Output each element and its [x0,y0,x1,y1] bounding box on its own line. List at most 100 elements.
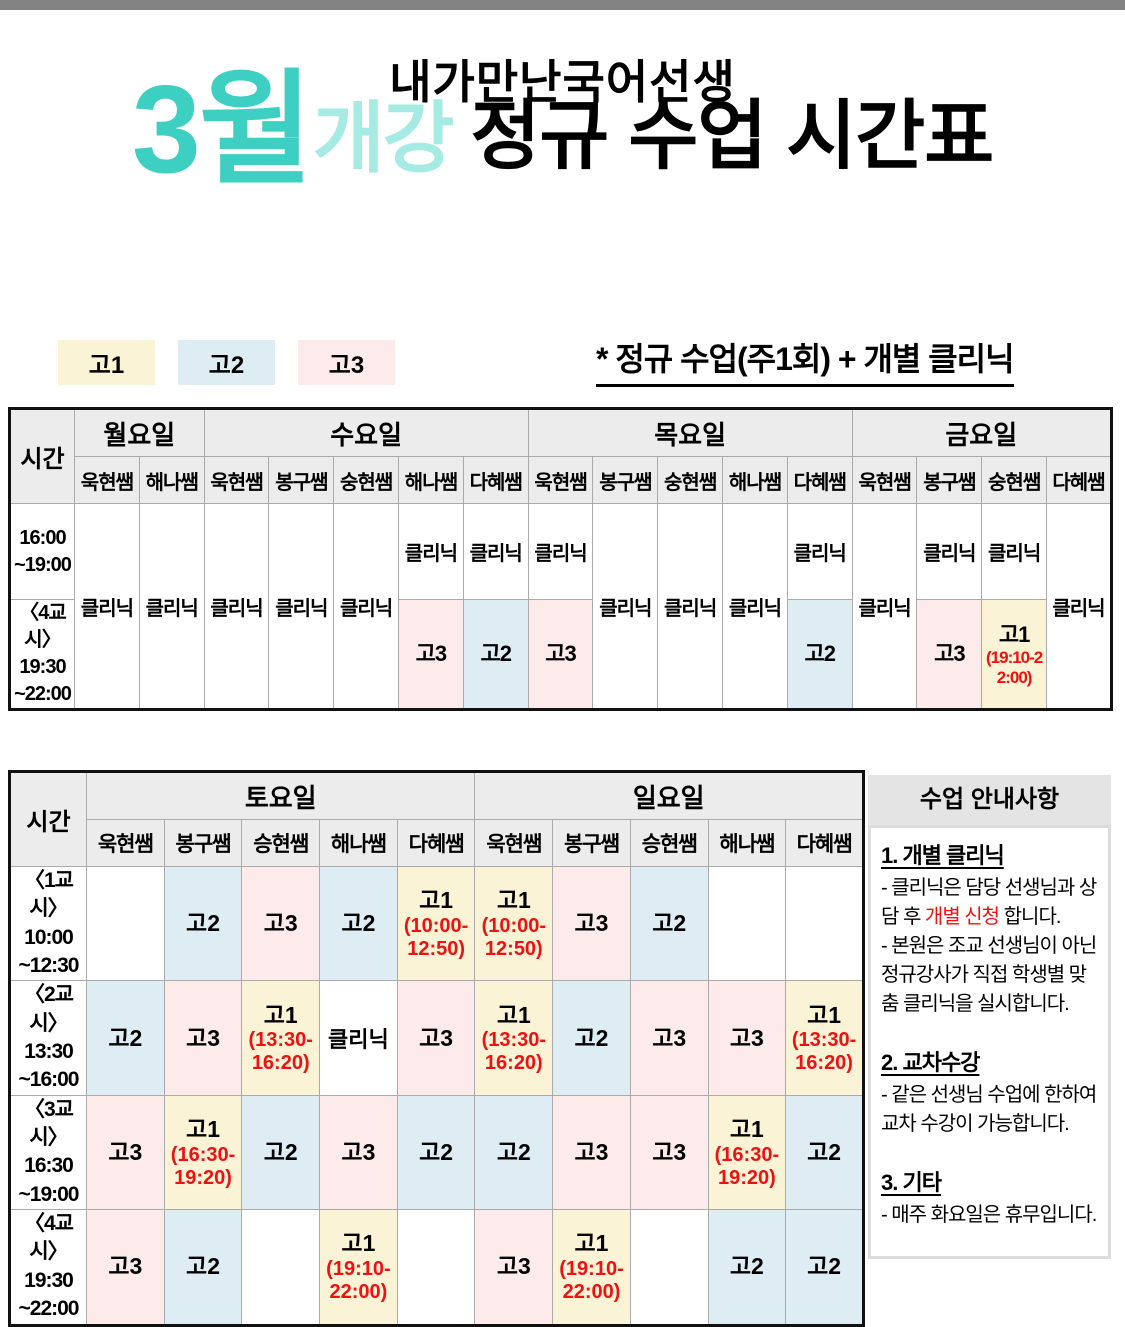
time-cell: 〈4교시〉 19:30 ~22:00 [9,1209,87,1326]
teacher-header: 해나쌤 [722,456,788,504]
day-header: 목요일 [527,408,853,457]
day-header: 토요일 [85,771,476,820]
schedule-cell: 고2 [319,865,398,982]
schedule-cell: 고2 [241,1094,321,1211]
teacher-header: 욱현쌤 [851,456,918,504]
teacher-header: 봉구쌤 [268,456,335,504]
grade-label: 고1 [186,1116,220,1143]
schedule-cell: 고3 [629,1094,709,1211]
grade-label: 고3 [341,1139,376,1166]
time-column-header: 시간 [9,408,75,504]
top-accent-bar [0,0,1125,10]
grade-label: 고3 [934,641,965,667]
grade-time: (13:30-16:20) [481,1029,547,1075]
schedule-cell: 클리닉 [981,503,1048,600]
brand-title: 내가만난국어선생 [389,56,736,108]
schedule-cell: 클리닉 [527,503,594,600]
schedule-cell: 고3 [163,980,243,1096]
schedule-cell: 고2 [785,1094,864,1211]
teacher-header: 다혜쌤 [396,819,476,867]
schedule-cell: 고2 [785,1209,864,1326]
teacher-header: 다혜쌤 [462,456,529,504]
schedule-cell: 클리닉 [1046,503,1112,710]
grade-label: 고1 [807,1001,842,1028]
page-title: 정규 수업 시간표 [470,94,994,180]
schedule-cell: 고3 [629,980,709,1096]
schedule-cell: 고1 (13:30-16:20) [785,980,864,1096]
grade-label: 고3 [263,910,298,937]
schedule-cell [241,1209,321,1326]
grade-label: 고2 [729,1253,764,1280]
info-text: - 같은 선생님 수업에 한하여 교차 수강이 가능합니다. [881,1081,1098,1139]
schedule-cell [629,1209,709,1326]
grade-label: 고3 [108,1253,143,1280]
info-section-heading: 2. 교차수강 [881,1049,980,1075]
grade-label: 고1 [341,1230,376,1257]
schedule-cell [785,865,864,982]
info-text: - 매주 화요일은 휴무입니다. [881,1201,1098,1230]
info-panel-body: 1. 개별 클리닉 - 클리닉은 담당 선생님과 상담 후 개별 신청 합니다. -… [868,825,1111,1259]
schedule-cell: 고1 (10:00-12:50) [474,865,554,982]
grade-label: 고2 [341,910,376,937]
schedule-cell: 고3 [552,865,631,982]
plain-text: - 매주 화요일은 휴무입니다. [881,1203,1097,1226]
schedule-cell: 고2 [786,599,853,710]
schedule-cell: 고1 (19:10-22:00) [981,599,1048,710]
schedule-cell: 고3 [707,980,787,1096]
teacher-header: 다혜쌤 [785,819,864,867]
teacher-header: 봉구쌤 [163,819,243,867]
teacher-header: 숭현쌤 [333,456,399,504]
schedule-cell: 고2 [86,980,165,1096]
schedule-cell: 고1 (10:00-12:50) [396,865,476,982]
grade-label: 고1 [263,1001,298,1028]
schedule-cell: 고3 [319,1094,398,1211]
schedule-cell: 고2 [629,865,709,982]
schedule-cell: 클리닉 [722,503,788,710]
schedule-cell: 클리닉 [203,503,270,710]
teacher-header: 승현쌤 [241,819,321,867]
teacher-header: 숭현쌤 [981,456,1048,504]
schedule-cell: 고1 (13:30-16:20) [241,980,321,1096]
grade-label: 고3 [574,910,609,937]
teacher-header: 욱현쌤 [203,456,270,504]
grade-time: (16:30-19:20) [170,1143,236,1189]
schedule-cell [86,865,165,982]
grade-label: 고1 [496,1001,531,1028]
day-header: 수요일 [203,408,529,457]
schedule-cell: 클리닉 [333,503,399,710]
info-panel-title: 수업 안내사항 [868,775,1111,825]
teacher-header: 해나쌤 [398,456,464,504]
grade-legend: 고1 고2 고3 [58,340,395,385]
teacher-header: 욱현쌤 [74,456,140,504]
open-label: 개강 [312,94,455,183]
weekday-table: 시간 월요일 수요일 목요일 금요일 욱현쌤 해나쌤 욱현쌤 봉구쌤 숭현쌤 해나쌤 다혜쌤 욱현쌤 봉구… [8,407,1113,711]
teacher-header: 다혜쌤 [1046,456,1112,504]
schedule-cell: 고3 [552,1094,631,1211]
info-text: - 본원은 조교 선생님이 아닌 정규강사가 직접 학생별 맞춤 클리닉을 실시… [881,932,1098,1019]
schedule-cell: 클리닉 [786,503,853,600]
time-cell: 〈1교시〉 10:00 ~12:30 [9,865,87,982]
schedule-cell: 고3 [396,980,476,1096]
day-header: 일요일 [474,771,864,820]
highlighted-text: 개별 신청 [924,905,1000,928]
regular-class-note: * 정규 수업(주1회) + 개별 클리닉 [596,334,1015,387]
schedule-cell: 고3 [86,1209,165,1326]
grade-label: 고1 [496,887,531,914]
grade-label: 고2 [419,1139,454,1166]
month-highlight: 3월 [131,61,313,199]
schedule-cell: 고1 (16:30-19:20) [707,1094,787,1211]
teacher-header: 해나쌤 [138,456,205,504]
schedule-cell: 고3 [86,1094,165,1211]
grade-label: 고1 [419,887,454,914]
grade-label: 고2 [574,1024,609,1051]
grade-label: 고1 [574,1230,609,1257]
grade-label: 고2 [108,1024,143,1051]
plain-text: - 클리닉은 담당 선생님과 상담 후 [881,876,1097,928]
schedule-cell: 고1 (19:10-22:00) [319,1209,398,1326]
info-section: 3. 기타 - 매주 화요일은 휴무입니다. [881,1167,1098,1230]
grade-label: 고2 [186,910,220,937]
teacher-header: 욱현쌤 [474,819,554,867]
schedule-cell: 클리닉 [592,503,659,710]
schedule-cell: 클리닉 [398,503,464,600]
schedule-cell: 클리닉 [916,503,983,600]
